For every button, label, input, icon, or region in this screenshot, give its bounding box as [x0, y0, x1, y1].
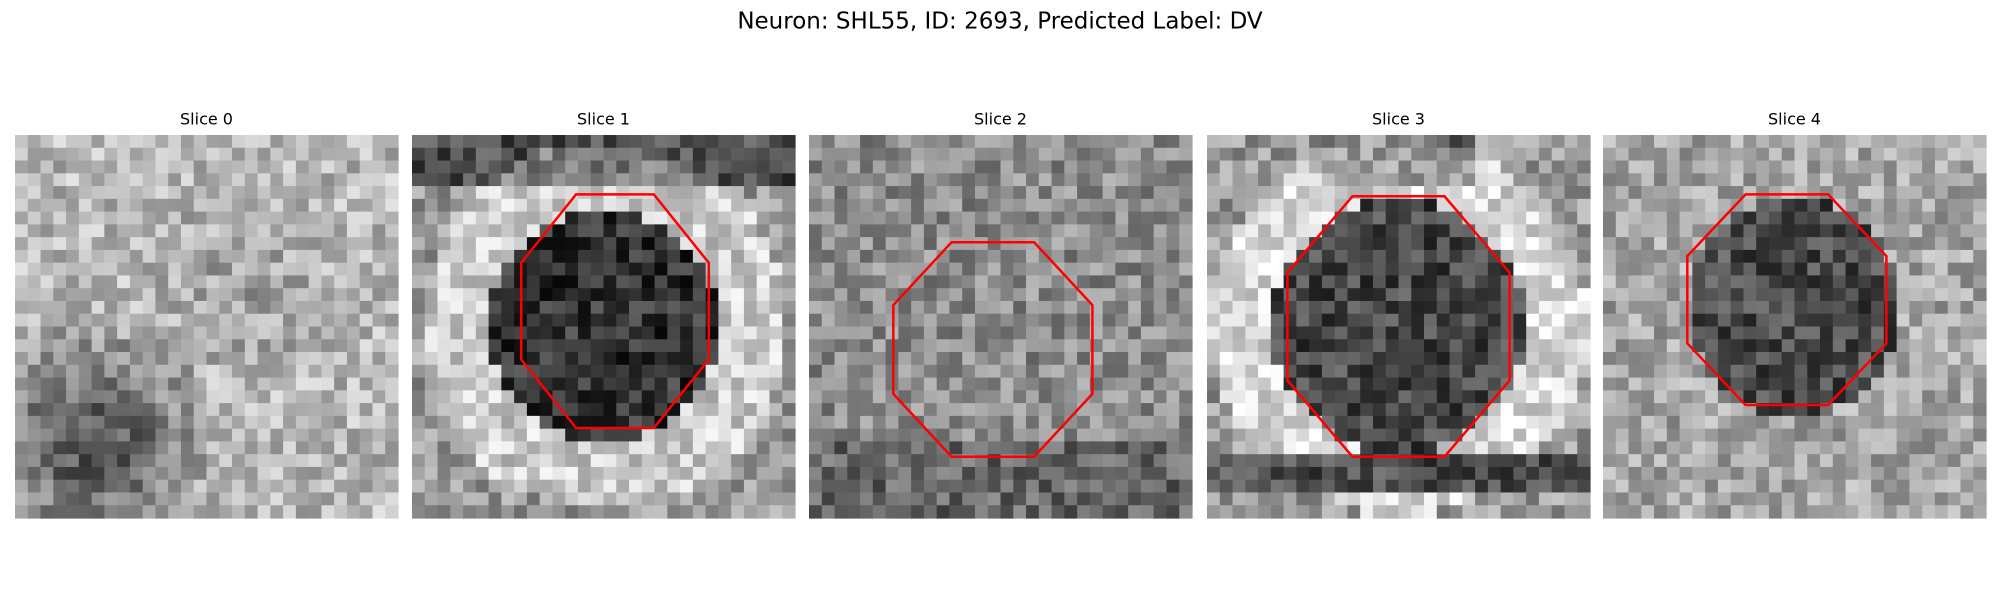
slice-image — [809, 135, 1193, 519]
slice-image — [15, 135, 399, 519]
roi-outline — [892, 240, 1094, 458]
slice-image — [1207, 135, 1591, 519]
roi-outline — [1686, 193, 1888, 407]
panel-title: Slice 2 — [974, 110, 1027, 129]
panel-title: Slice 3 — [1372, 110, 1425, 129]
panel-title: Slice 4 — [1768, 110, 1821, 129]
panel-title: Slice 1 — [577, 110, 630, 129]
figure-title: Neuron: SHL55, ID: 2693, Predicted Label… — [737, 9, 1263, 35]
slice-image — [412, 135, 796, 519]
roi-outline — [519, 193, 711, 430]
roi-outline — [1286, 195, 1511, 458]
panel-title: Slice 0 — [180, 110, 233, 129]
slice-image — [1603, 135, 1987, 519]
